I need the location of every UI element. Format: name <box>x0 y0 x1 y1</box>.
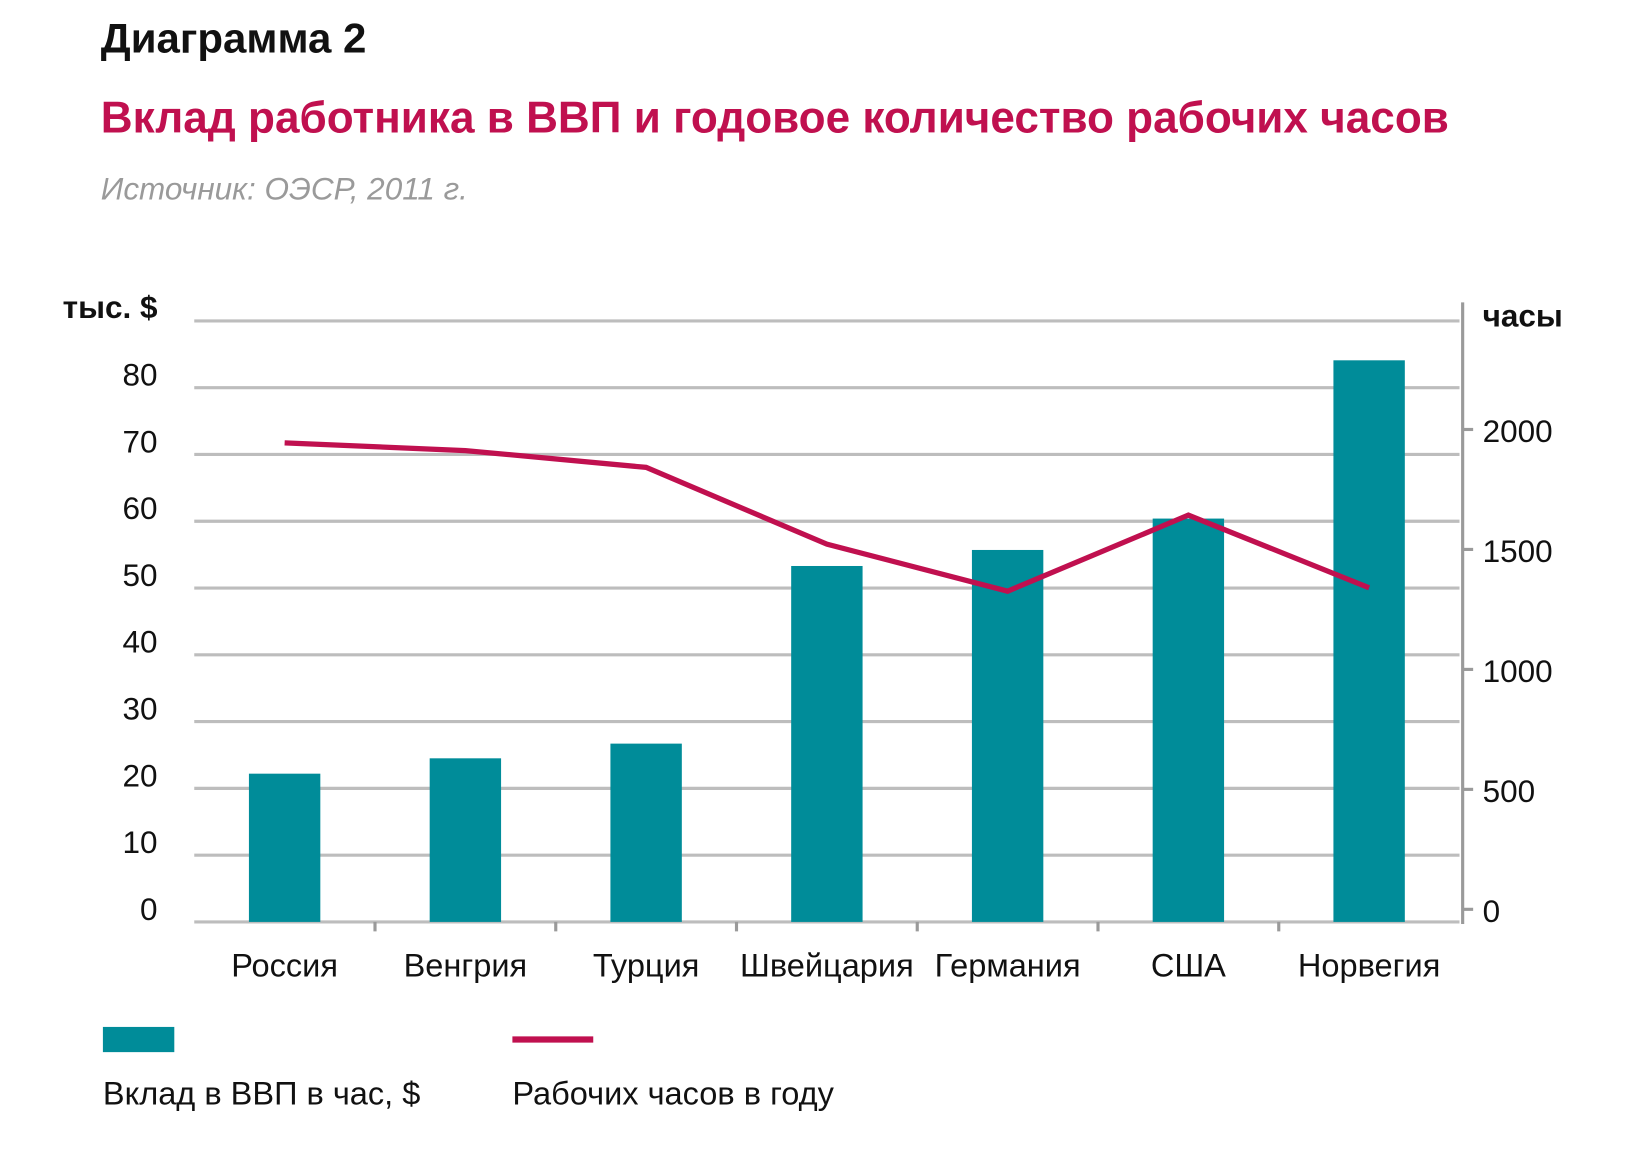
chart-title: Вклад работника в ВВП и годовое количест… <box>101 93 1449 142</box>
bar-Швейцария <box>791 565 863 922</box>
category-label: Россия <box>231 948 338 984</box>
y-ticks: 0 10 20 30 40 50 60 70 80 <box>122 357 157 927</box>
hours-line <box>284 440 1371 594</box>
legend-bar-swatch <box>102 1026 175 1053</box>
y-tick-label: 50 <box>122 557 157 593</box>
bar-Германия <box>971 549 1044 922</box>
y-tick-label: 10 <box>122 824 157 860</box>
y-tick-label: 40 <box>122 624 157 660</box>
bar-США <box>1152 518 1225 922</box>
y2-axis-label: часы <box>1483 298 1563 334</box>
y2-tick-label: 1500 <box>1483 533 1553 569</box>
legend: Вклад в ВВП в час, $ Рабочих часов в год… <box>102 1026 835 1112</box>
source-note: Источник: ОЭСР, 2011 г. <box>101 171 468 207</box>
y-tick-label: 30 <box>122 690 157 726</box>
category-label: Норвегия <box>1298 948 1440 984</box>
y-axis-label: тыс. $ <box>63 289 158 325</box>
bar-Турция <box>610 743 682 922</box>
bar-Норвегия <box>1333 360 1405 922</box>
legend-bar-label: Вклад в ВВП в час, $ <box>103 1076 420 1112</box>
y-tick-label: 0 <box>140 891 158 927</box>
y-tick-label: 60 <box>122 490 157 526</box>
category-labels: Россия Венгрия Турция Швейцария Германия США Н… <box>231 948 1440 984</box>
legend-line-label: Рабочих часов в году <box>512 1076 834 1112</box>
y2-tick-label: 500 <box>1483 773 1536 809</box>
category-label: Швейцария <box>740 948 914 984</box>
y-tick-label: 80 <box>122 357 157 393</box>
y-tick-label: 70 <box>122 423 157 459</box>
y2-tick-label: 1000 <box>1483 653 1553 689</box>
category-label: Германия <box>935 948 1081 984</box>
bar-Венгрия <box>429 758 502 922</box>
category-label: Венгрия <box>404 948 528 984</box>
bar-Россия <box>248 773 321 922</box>
y2-tick-label: 0 <box>1483 893 1501 929</box>
category-label: Турция <box>593 948 700 984</box>
y-tick-label: 20 <box>122 757 157 793</box>
category-label: США <box>1151 948 1226 984</box>
diagram-label: Диаграмма 2 <box>101 15 367 62</box>
y2-ticks: 0 500 1000 1500 2000 <box>1462 413 1553 929</box>
bars <box>248 360 1405 922</box>
y2-tick-label: 2000 <box>1483 413 1553 449</box>
